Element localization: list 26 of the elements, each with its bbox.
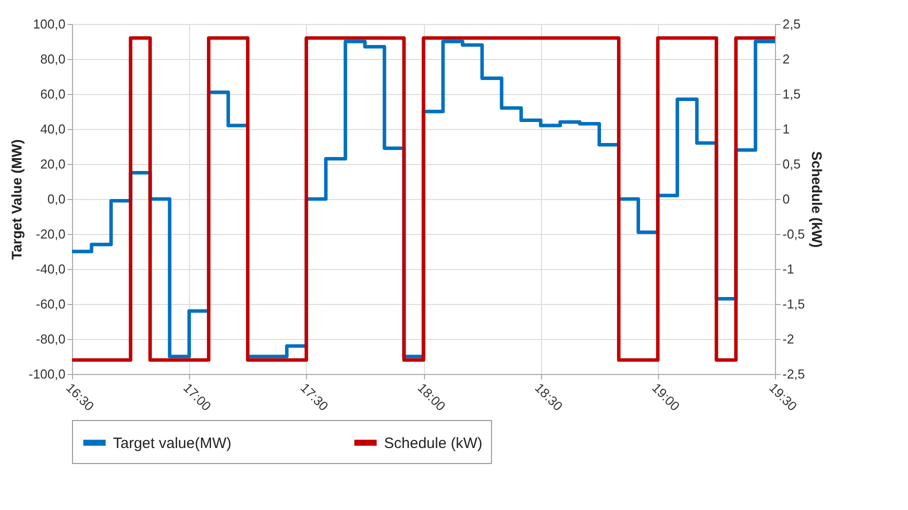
y2-tick-label: 0 bbox=[782, 192, 790, 206]
y2-tick-label: 0,5 bbox=[782, 156, 801, 172]
y2-tick-label: 1,5 bbox=[782, 86, 801, 102]
y-tick-label: -40,0 bbox=[36, 262, 66, 276]
y-tick-label: 20,0 bbox=[40, 156, 66, 172]
y2-tick-label: -2 bbox=[782, 332, 794, 346]
y-tick-label: -20,0 bbox=[36, 226, 66, 242]
y-axis-title: Target Value (MW) bbox=[8, 139, 25, 260]
y2-tick-label: 2 bbox=[782, 52, 790, 66]
y2-tick-label: -2,5 bbox=[782, 366, 805, 382]
y-tick-label: 40,0 bbox=[40, 122, 66, 136]
legend-label: Target value(MW) bbox=[113, 434, 232, 452]
y-tick-label: 60,0 bbox=[40, 86, 66, 102]
y-tick-label: -60,0 bbox=[36, 296, 66, 312]
y-tick-label: -100,0 bbox=[28, 366, 66, 382]
y2-tick-label: 2,5 bbox=[782, 16, 801, 32]
y-tick-label: -80,0 bbox=[36, 332, 66, 346]
y2-tick-label: 1 bbox=[782, 122, 790, 136]
y2-tick-label: -1 bbox=[782, 262, 794, 276]
y-tick-label: 100,0 bbox=[32, 16, 66, 32]
y-tick-label: 0,0 bbox=[47, 192, 66, 206]
legend-label: Schedule (kW) bbox=[384, 434, 482, 452]
y2-tick-label: -1,5 bbox=[782, 296, 805, 312]
y2-tick-label: -0,5 bbox=[782, 226, 805, 242]
y2-axis-title: Schedule (kW) bbox=[808, 151, 825, 248]
y-tick-label: 80,0 bbox=[40, 52, 66, 66]
